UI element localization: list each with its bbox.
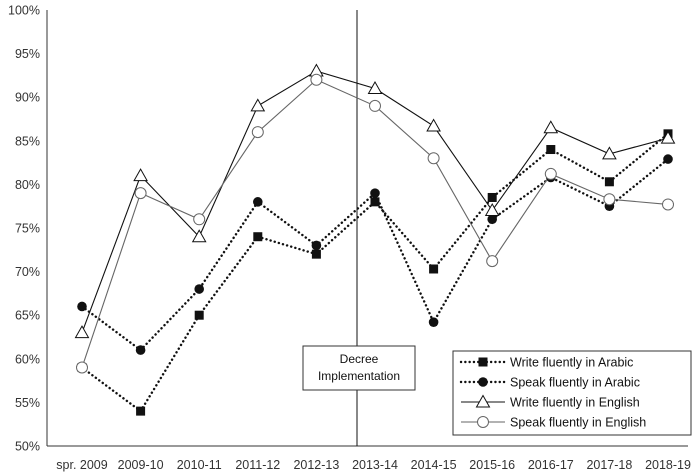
data-point-series-3: [250, 98, 266, 112]
x-tick-label: spr. 2009: [56, 458, 107, 472]
x-tick-label: 2016-17: [528, 458, 574, 472]
legend-box: [452, 350, 692, 436]
y-tick-label: 85%: [15, 134, 40, 148]
data-point-series-3: [191, 229, 207, 243]
legend-marker-3: [475, 394, 491, 408]
data-point-series-4: [251, 126, 264, 139]
data-point-series-2: [487, 214, 498, 225]
legend-label: Write fluently in Arabic: [510, 356, 633, 370]
data-point-series-3: [74, 325, 90, 339]
data-point-series-4: [544, 167, 557, 180]
annotation-box: [302, 345, 416, 391]
data-point-series-2: [135, 345, 146, 355]
data-point-series-2: [77, 301, 87, 312]
data-point-series-3: [484, 203, 500, 217]
y-tick-label: 55%: [15, 396, 40, 410]
x-axis-ticks: spr. 2009 2009-10 2010-11 2011-12 2012-13 201…: [56, 458, 691, 472]
data-point-series-1: [253, 232, 263, 242]
x-tick-label: 2011-12: [235, 458, 280, 472]
data-point-series-4: [369, 99, 381, 112]
data-point-series-4: [134, 187, 147, 200]
data-point-series-3: [543, 120, 559, 134]
data-point-series-2: [252, 197, 263, 207]
legend-marker-4: [477, 416, 489, 428]
data-point-series-1: [429, 264, 439, 274]
y-tick-label: 50%: [15, 440, 40, 454]
legend-label: Speak fluently in Arabic: [510, 376, 640, 390]
x-tick-label: 2017-18: [586, 458, 632, 472]
y-tick-label: 60%: [15, 352, 40, 366]
y-tick-label: 75%: [15, 222, 40, 236]
data-point-series-1: [546, 145, 556, 155]
data-point-series-1: [194, 310, 204, 320]
data-point-series-1: [311, 249, 321, 259]
data-point-series-3: [367, 80, 383, 94]
data-point-series-3: [426, 118, 441, 132]
x-tick-label: 2010-11: [177, 458, 222, 472]
data-point-series-1: [136, 406, 146, 416]
data-point-series-3: [602, 146, 617, 160]
data-point-series-4: [76, 361, 88, 374]
data-point-series-4: [486, 255, 499, 268]
annotation-text-line2: Implementation: [318, 369, 400, 383]
data-point-series-4: [310, 73, 323, 86]
legend-label: Speak fluently in English: [510, 416, 646, 430]
data-point-series-2: [194, 284, 204, 294]
legend: Write fluently in Arabic Speak fluently i…: [452, 350, 692, 436]
data-point-series-3: [133, 168, 148, 182]
data-point-series-1: [370, 197, 380, 207]
data-point-series-2: [311, 240, 322, 251]
data-point-series-1: [487, 192, 497, 202]
chart-axes: [46, 10, 688, 447]
y-tick-label: 90%: [15, 91, 40, 105]
data-point-series-2: [428, 317, 439, 327]
x-tick-label: 2014-15: [411, 458, 457, 472]
y-tick-label: 80%: [15, 178, 40, 192]
x-tick-label: 2013-14: [352, 458, 398, 472]
legend-label: Write fluently in English: [510, 396, 640, 410]
data-point-series-4: [662, 198, 674, 211]
legend-marker-2: [478, 377, 488, 387]
data-point-series-4: [427, 152, 440, 165]
data-point-series-2: [663, 154, 673, 164]
data-point-series-3: [660, 130, 676, 144]
y-tick-label: 65%: [15, 309, 40, 323]
x-tick-label: 2015-16: [469, 458, 515, 472]
x-tick-label: 2009-10: [118, 458, 164, 472]
data-point-series-4: [193, 213, 206, 226]
legend-marker-1: [478, 357, 488, 367]
y-tick-label: 100%: [8, 4, 40, 18]
data-point-series-2: [370, 188, 380, 198]
series-line-4: [81, 79, 669, 368]
x-tick-label: 2012-13: [293, 458, 339, 472]
y-tick-label: 70%: [15, 265, 40, 279]
annotation-text-line1: Decree: [340, 352, 379, 366]
series-line-2: [80, 157, 670, 352]
data-point-series-4: [603, 193, 616, 206]
y-axis-ticks: 50% 55% 60% 65% 70% 75% 80% 85% 90% 95% 100%: [8, 4, 40, 454]
y-tick-label: 95%: [15, 47, 40, 61]
data-point-series-1: [604, 177, 614, 187]
x-tick-label: 2018-19: [645, 458, 691, 472]
series-markers: [74, 63, 676, 416]
